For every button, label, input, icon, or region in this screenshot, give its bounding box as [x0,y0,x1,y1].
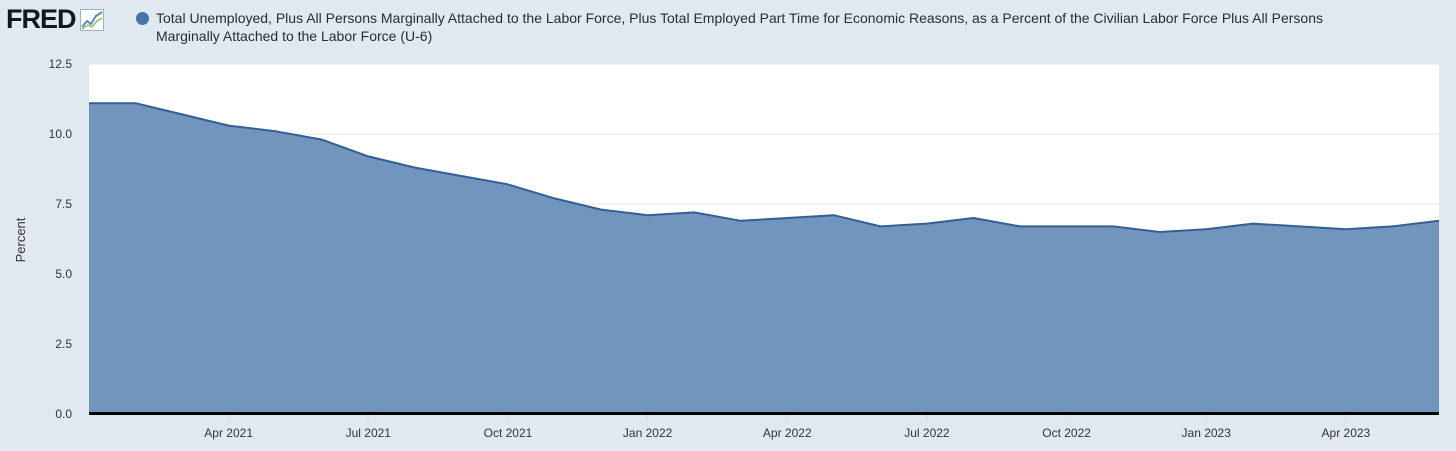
y-tick-label: 5.0 [55,267,72,281]
x-tick-label: Apr 2021 [204,426,253,440]
y-axis-title: Percent [13,217,28,262]
data-point[interactable] [1110,223,1116,229]
chart-header: FRED Total Unemployed, Plus All Persons … [0,0,1456,52]
data-point[interactable] [226,123,232,129]
data-point[interactable] [784,215,790,221]
y-tick-label: 7.5 [55,197,72,211]
data-point[interactable] [1343,226,1349,232]
data-point[interactable] [691,209,697,215]
data-point[interactable] [877,223,883,229]
data-point[interactable] [133,100,139,106]
series-line[interactable] [89,102,1440,233]
legend-series-marker [136,12,149,25]
data-point[interactable] [831,212,837,218]
fred-logo-text: FRED [6,4,76,34]
data-point[interactable] [412,165,418,171]
data-point[interactable] [458,173,464,179]
data-point[interactable] [86,100,92,106]
data-point[interactable] [1017,223,1023,229]
y-tick-label: 0.0 [55,407,72,421]
data-point[interactable] [1250,221,1256,227]
y-tick-label: 12.5 [49,57,73,71]
data-point[interactable] [1296,223,1302,229]
data-point[interactable] [319,137,325,143]
data-point[interactable] [598,207,604,213]
data-point[interactable] [272,128,278,134]
x-tick-label: Oct 2021 [484,426,533,440]
data-point[interactable] [1157,229,1163,235]
y-tick-label: 10.0 [49,127,73,141]
data-point[interactable] [970,215,976,221]
data-point[interactable] [1389,223,1395,229]
data-point[interactable] [738,218,744,224]
series-area[interactable] [89,103,1439,414]
data-point[interactable] [552,195,558,201]
x-axis-ticks: Apr 2021 Jul 2021 Oct 2021 Jan 2022 Apr 2022… [204,414,1371,440]
trend-line-icon [79,8,104,31]
series-area-layer [86,100,1442,414]
data-point[interactable] [505,181,511,187]
x-tick-label: Jan 2023 [1182,426,1232,440]
data-point[interactable] [1203,226,1209,232]
x-tick-label: Apr 2022 [763,426,812,440]
data-point[interactable] [924,221,930,227]
data-point[interactable] [365,153,371,159]
x-tick-label: Jul 2021 [346,426,392,440]
x-tick-label: Jan 2022 [623,426,673,440]
data-point[interactable] [645,212,651,218]
data-point[interactable] [1064,223,1070,229]
x-tick-label: Apr 2023 [1322,426,1371,440]
fred-logo[interactable]: FRED [6,6,104,33]
data-point[interactable] [179,111,185,117]
y-axis-ticks: 0.0 2.5 5.0 7.5 10.0 12.5 [49,57,73,421]
x-tick-label: Jul 2022 [904,426,950,440]
y-tick-label: 2.5 [55,337,72,351]
x-tick-label: Oct 2022 [1042,426,1091,440]
legend-series-title[interactable]: Total Unemployed, Plus All Persons Margi… [156,10,1323,44]
data-point[interactable] [1436,218,1442,224]
